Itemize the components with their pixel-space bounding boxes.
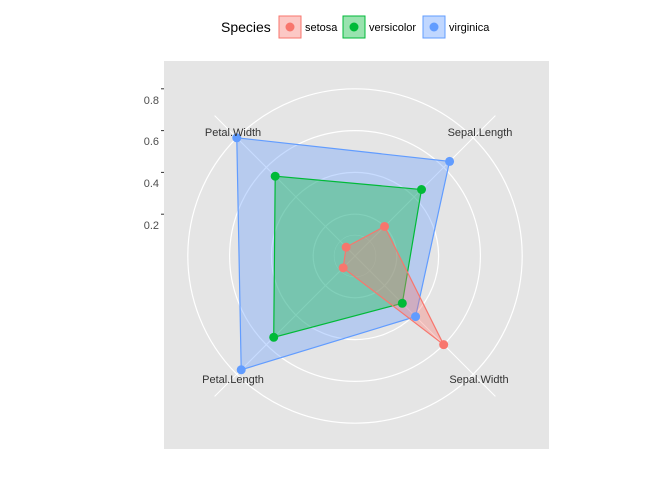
axis-label-petal-length: Petal.Length [202, 374, 264, 386]
axis-label-petal-width: Petal.Width [205, 127, 261, 139]
radial-tick-label: 0.8 [144, 95, 159, 107]
series-layer [232, 133, 455, 375]
data-point-versicolor [269, 332, 279, 342]
radial-tick-label: 0.6 [144, 136, 159, 148]
data-point-setosa [341, 242, 351, 252]
legend-label-virginica: virginica [449, 22, 490, 34]
legend-item-setosa: setosa [278, 15, 338, 39]
data-point-virginica [445, 156, 455, 166]
legend-item-virginica: virginica [422, 15, 490, 39]
data-point-virginica [232, 133, 242, 143]
data-point-setosa [439, 340, 449, 350]
legend-key-dot-setosa [285, 22, 295, 32]
axis-label-sepal-length: Sepal.Length [448, 127, 513, 139]
legend-item-versicolor: versicolor [342, 15, 416, 39]
radial-tick-label: 0.2 [144, 220, 159, 232]
data-point-virginica [236, 365, 246, 375]
grid-spoke [214, 255, 356, 397]
grid-spoke [354, 255, 496, 397]
axis-labels: Sepal.Length Sepal.Width Petal.Length Pe… [202, 127, 512, 386]
legend: Species setosa versicolor virginica [221, 15, 490, 39]
data-point-versicolor [270, 171, 280, 181]
legend-key-dot-versicolor [349, 22, 359, 32]
data-point-versicolor [417, 184, 427, 194]
grid-spoke [354, 115, 496, 257]
legend-key-dot-virginica [429, 22, 439, 32]
grid-circle [187, 88, 523, 424]
legend-label-versicolor: versicolor [369, 22, 416, 34]
radial-tick-labels: 0.2 0.4 0.6 0.8 [144, 95, 159, 232]
grid-circle [312, 213, 398, 299]
radial-tick-label: 0.4 [144, 178, 159, 190]
data-point-setosa [380, 221, 390, 231]
data-point-setosa [338, 263, 348, 273]
legend-label-setosa: setosa [305, 22, 338, 34]
legend-title: Species [221, 19, 271, 35]
grid-circle [270, 171, 440, 341]
axis-label-sepal-width: Sepal.Width [449, 374, 508, 386]
data-point-virginica [411, 312, 421, 322]
grid-circle [229, 130, 482, 383]
data-point-versicolor [397, 298, 407, 308]
